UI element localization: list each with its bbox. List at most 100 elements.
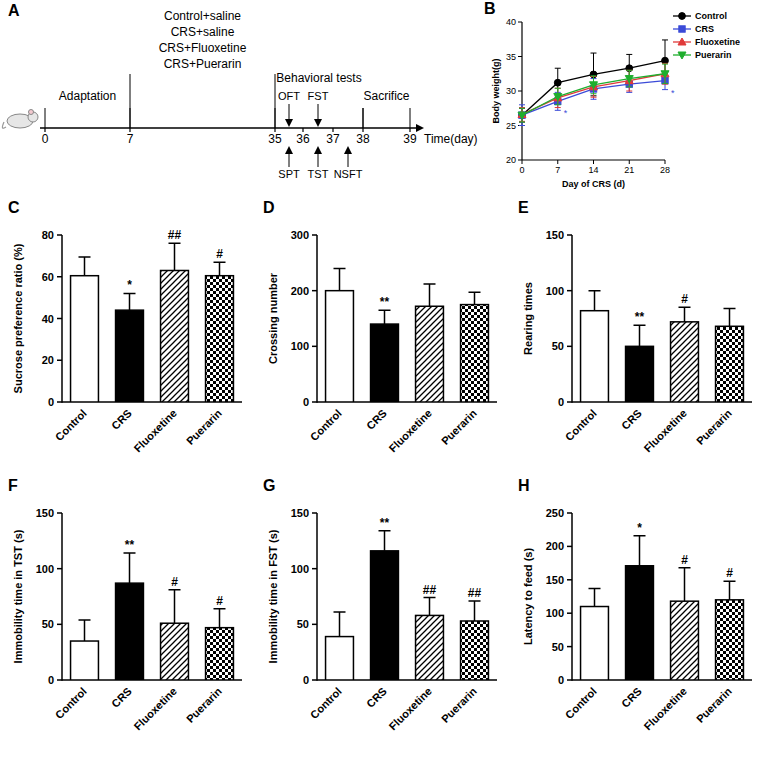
- x-tick: [522, 160, 523, 164]
- y-tick: [567, 646, 572, 648]
- y-tick-label: 100: [36, 563, 54, 575]
- y-tick-label: 200: [546, 540, 564, 552]
- y-tick-label: 60: [42, 271, 54, 283]
- y-tick: [312, 234, 317, 236]
- y-axis: [571, 235, 573, 403]
- day-label: 39: [403, 132, 417, 146]
- y-tick: [567, 234, 572, 236]
- bar: [716, 600, 744, 680]
- y-tick-label: 0: [48, 396, 54, 408]
- error-bar: [214, 609, 226, 628]
- error-bar: [469, 292, 481, 304]
- annotation: #: [726, 566, 733, 580]
- error-bar: [379, 531, 391, 551]
- y-tick-label: 80: [42, 229, 54, 241]
- category-label: Control: [563, 685, 599, 721]
- category-label: Control: [53, 407, 89, 443]
- y-axis-title: Rearing times: [522, 282, 534, 355]
- error-bar: [519, 108, 525, 122]
- y-tick: [312, 679, 317, 681]
- error-bar: [214, 262, 226, 276]
- category-label: Puerarin: [439, 407, 479, 447]
- category-label: Puerarin: [184, 407, 224, 447]
- y-tick: [57, 234, 62, 236]
- test-arrow: [348, 148, 349, 167]
- y-tick: [567, 546, 572, 548]
- x-axis-title: Day of CRS (d): [562, 179, 625, 189]
- y-tick-label: 100: [291, 340, 309, 352]
- error-bar: [679, 307, 691, 321]
- error-bar: [591, 77, 597, 98]
- bar-chart: G050100150Immobility time in FST (s)Cont…: [263, 477, 497, 732]
- day-label: 38: [356, 132, 370, 146]
- phase-bound: [363, 108, 364, 128]
- category-label: Puerarin: [694, 407, 734, 447]
- plot-area: [518, 40, 669, 126]
- error-bar: [591, 76, 597, 94]
- mouse-icon: [2, 110, 38, 129]
- y-tick-label: 0: [303, 396, 309, 408]
- category-label: Fluoxetine: [642, 685, 689, 732]
- category-label: Puerarin: [184, 685, 224, 725]
- y-tick-label: 100: [291, 563, 309, 575]
- mouse-ear: [29, 110, 34, 115]
- y-tick: [567, 346, 572, 348]
- series-line: [522, 74, 665, 115]
- error-bar: [724, 581, 736, 600]
- day-label: 7: [127, 132, 134, 146]
- error-bar: [424, 598, 436, 616]
- y-tick-label: 100: [546, 607, 564, 619]
- y-tick: [518, 91, 522, 92]
- bar-chart: E050100150Rearing timesControl**CRS#Fluo…: [518, 199, 752, 454]
- x-tick-label: 0: [519, 165, 524, 175]
- error-bar: [379, 310, 391, 324]
- mouse-tail: [2, 122, 6, 128]
- y-tick-label: 150: [36, 507, 54, 519]
- y-tick: [518, 160, 522, 161]
- annotation: **: [380, 295, 390, 309]
- test-label: SPT: [278, 168, 300, 180]
- error-bar: [334, 268, 346, 290]
- phase-label: CRS+saline: [171, 25, 235, 39]
- annotation: ##: [168, 228, 182, 242]
- error-bar: [124, 553, 136, 583]
- error-bar: [634, 325, 646, 346]
- y-axis: [61, 513, 63, 681]
- y-axis-title: Body weight(g): [491, 59, 501, 124]
- annotation: ##: [423, 583, 437, 597]
- error-bar: [626, 70, 632, 91]
- y-tick: [567, 401, 572, 403]
- timeline: A073536373839Time(day)AdaptationControl+…: [2, 2, 477, 180]
- day-label: 35: [268, 132, 282, 146]
- test-arrow: [289, 148, 290, 167]
- panel-letter: E: [518, 199, 529, 216]
- error-bar: [519, 108, 525, 122]
- annotation: #: [681, 292, 688, 306]
- axis-label: Time(day): [424, 132, 478, 146]
- x-tick-label: 21: [624, 165, 634, 175]
- time-axis: [40, 127, 422, 129]
- y-tick: [567, 679, 572, 681]
- category-label: Puerarin: [439, 685, 479, 725]
- error-bar: [662, 40, 668, 81]
- bar: [161, 270, 189, 402]
- y-tick-label: 50: [552, 641, 564, 653]
- phase-bound: [45, 108, 46, 128]
- annotation: #: [216, 247, 223, 261]
- y-axis-title: Sucrose preference ratio (%): [12, 243, 24, 393]
- y-tick: [57, 624, 62, 626]
- bar: [326, 637, 354, 680]
- error-bar: [724, 308, 736, 326]
- point: [625, 76, 633, 83]
- annotation: **: [125, 538, 135, 552]
- bar: [716, 326, 744, 402]
- error-bar: [555, 88, 561, 105]
- plot-area: [326, 531, 489, 680]
- y-tick-label: 40: [42, 313, 54, 325]
- y-axis-title: Latency to feed (s): [522, 548, 534, 646]
- day-label: 0: [42, 132, 49, 146]
- annotation: *: [127, 278, 132, 292]
- plot-area: [581, 291, 744, 402]
- y-tick-label: 300: [291, 229, 309, 241]
- error-bar: [79, 257, 91, 276]
